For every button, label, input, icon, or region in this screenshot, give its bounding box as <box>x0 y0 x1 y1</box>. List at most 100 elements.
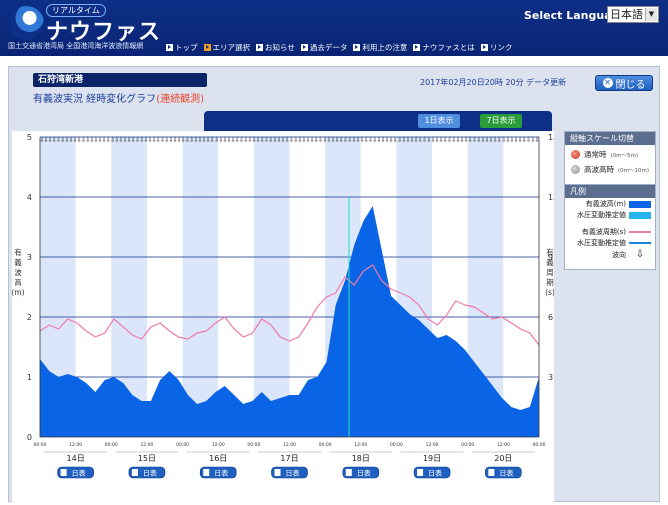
nav-item-past-data[interactable]: 過去データ <box>300 42 347 53</box>
arrow-right-icon <box>413 44 421 51</box>
table-icon <box>345 469 352 476</box>
day-table-button-label: 日表 <box>143 469 157 478</box>
day-label: 20日 <box>494 454 512 463</box>
wave-direction-mark: ⇩ <box>252 137 257 144</box>
wave-direction-mark: ⇩ <box>455 137 460 144</box>
wave-direction-mark: ⇩ <box>468 137 473 144</box>
day-table-button-label: 日表 <box>357 469 371 478</box>
station-name: 石狩湾新港 <box>33 73 207 87</box>
arrow-right-icon <box>166 44 173 51</box>
legend-item: 有義波高(m) <box>565 198 655 209</box>
arrow-right-icon <box>480 44 488 51</box>
wave-direction-mark: ⇩ <box>447 137 452 144</box>
nav-item-label: トップ <box>175 43 198 52</box>
wave-chart: ⇩ ⇩ ⇩ ⇩ ⇩ ⇩ ⇩ ⇩ ⇩ ⇩ ⇩ ⇩ ⇩ ⇩ ⇩ ⇩ ⇩ ⇩ ⇩ ⇩ ⇩ ⇩ ⇩ ⇩ ⇩ ⇩ ⇩ ⇩ ⇩ ⇩ ⇩ ⇩ ⇩ ⇩ ⇩ ⇩ ⇩ ⇩ ⇩ ⇩… <box>12 131 554 503</box>
wave-direction-mark: ⇩ <box>198 137 203 144</box>
close-button[interactable]: ✕ 閉じる <box>595 75 653 91</box>
wave-direction-mark: ⇩ <box>44 137 49 144</box>
logo-caption: 国土交通省港湾局 全国港湾海洋波浪情報網 <box>8 42 144 50</box>
hour-tick-label: 00:00 <box>247 442 260 448</box>
wave-direction-mark: ⇩ <box>451 137 456 144</box>
y-right-axis-label: 有 <box>546 247 554 257</box>
wave-direction-mark: ⇩ <box>131 137 136 144</box>
wave-direction-mark: ⇩ <box>368 137 373 144</box>
wave-direction-mark: ⇩ <box>314 137 319 144</box>
wave-direction-mark: ⇩ <box>85 137 90 144</box>
wave-direction-mark: ⇩ <box>98 137 103 144</box>
nav-item-news[interactable]: お知らせ <box>256 42 295 53</box>
wave-direction-mark: ⇩ <box>534 137 539 144</box>
language-select[interactable]: 日本語 ▼ <box>607 6 659 23</box>
period-tabbar: 1日表示 7日表示 <box>204 111 552 131</box>
wave-direction-mark: ⇩ <box>356 137 361 144</box>
half-day-stripe <box>182 137 219 437</box>
legend-swatch <box>629 231 651 233</box>
y-right-tick-label: 6 <box>548 313 553 322</box>
legend-swatch <box>629 242 651 244</box>
arrow-right-icon <box>300 44 308 51</box>
y-left-axis-label: 高 <box>14 277 22 287</box>
nowphas-logo-icon[interactable] <box>8 6 44 40</box>
scale-normal-range: (0m〜5m) <box>610 152 639 159</box>
y-left-tick-label: 4 <box>27 193 32 202</box>
y-left-tick-label: 3 <box>27 253 32 262</box>
wave-direction-mark: ⇩ <box>360 137 365 144</box>
wave-direction-mark: ⇩ <box>430 137 435 144</box>
y-left-axis-label: 有 <box>14 247 22 257</box>
page-title-main: 有義波実況 経時変化グラフ <box>33 94 157 105</box>
close-icon: ✕ <box>602 78 613 88</box>
wave-direction-mark: ⇩ <box>227 137 232 144</box>
scale-normal-radio[interactable]: 通常時 (0m〜5m) <box>565 145 655 160</box>
table-icon <box>274 469 281 476</box>
day-table-button-label: 日表 <box>286 469 300 478</box>
tab-1day[interactable]: 1日表示 <box>418 114 460 128</box>
wave-direction-mark: ⇩ <box>160 137 165 144</box>
wave-direction-mark: ⇩ <box>410 137 415 144</box>
wave-direction-mark: ⇩ <box>77 137 82 144</box>
language-select-value: 日本語 <box>610 8 643 21</box>
wave-period-line <box>39 264 540 346</box>
chevron-down-icon: ▼ <box>645 8 657 21</box>
scale-high-radio[interactable]: 高波高時 (0m〜10m) <box>565 160 655 175</box>
language-label: Select Language: <box>524 9 632 22</box>
wave-direction-mark: ⇩ <box>206 137 211 144</box>
wave-direction-icon: ⇩ <box>635 249 645 260</box>
arrow-right-icon <box>256 44 263 51</box>
y-left-axis-label: 波 <box>14 267 22 277</box>
hour-tick-label: 00:00 <box>319 442 332 448</box>
day-label: 17日 <box>280 454 298 463</box>
nav-item-top[interactable]: トップ <box>166 42 198 53</box>
scale-high-range: (0m〜10m) <box>618 167 650 174</box>
y-left-axis-label: 義 <box>14 257 22 267</box>
nav-item-links[interactable]: リンク <box>480 42 513 53</box>
wave-direction-mark: ⇩ <box>322 137 327 144</box>
wave-direction-mark: ⇩ <box>414 137 419 144</box>
nav-item-label: リンク <box>489 43 513 52</box>
y-left-tick-label: 1 <box>27 373 32 382</box>
wave-direction-mark: ⇩ <box>339 137 344 144</box>
wave-direction-mark: ⇩ <box>327 137 332 144</box>
wave-direction-mark: ⇩ <box>268 137 273 144</box>
y-right-tick-label: 12 <box>548 193 554 202</box>
wave-direction-mark: ⇩ <box>185 137 190 144</box>
wave-direction-mark: ⇩ <box>460 137 465 144</box>
y-right-tick-label: 15 <box>548 133 554 142</box>
wave-direction-mark: ⇩ <box>89 137 94 144</box>
nav-item-about[interactable]: ナウファスとは <box>413 42 475 53</box>
legend-label: 波向 <box>612 250 626 259</box>
tab-7day[interactable]: 7日表示 <box>480 114 522 128</box>
hour-tick-label: 12:00 <box>69 442 82 448</box>
logo-title[interactable]: ナウファス <box>46 20 162 45</box>
y-right-tick-label: 3 <box>548 373 553 382</box>
wave-direction-mark: ⇩ <box>39 137 44 144</box>
legend-swatch <box>629 211 651 219</box>
update-timestamp: 2017年02月20日20時 20分 データ更新 <box>420 78 567 87</box>
hour-tick-label: 12:00 <box>354 442 367 448</box>
wave-direction-mark: ⇩ <box>277 137 282 144</box>
hour-tick-label: 00:00 <box>533 442 546 448</box>
wave-direction-mark: ⇩ <box>526 137 531 144</box>
wave-direction-mark: ⇩ <box>148 137 153 144</box>
wave-direction-mark: ⇩ <box>376 137 381 144</box>
nav-item-notes[interactable]: 利用上の注意 <box>353 42 407 53</box>
nav-item-area-select[interactable]: エリア選択 <box>203 42 250 53</box>
